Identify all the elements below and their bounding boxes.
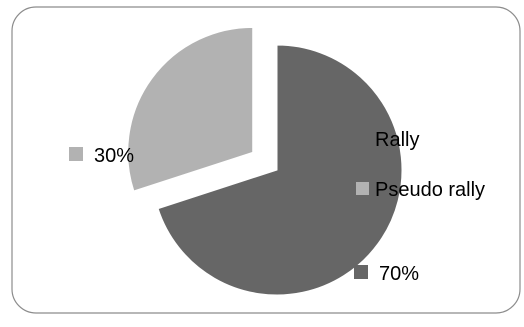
pie-chart: 70% 30% Rally Pseudo rally — [11, 6, 521, 314]
pie-slice-pseudo-rally — [127, 26, 254, 192]
legend: Rally Pseudo rally — [356, 129, 485, 201]
pie-slices — [127, 26, 403, 296]
legend-label-pseudo-rally: Pseudo rally — [375, 179, 485, 201]
data-label-70: 70% — [354, 263, 419, 285]
legend-marker-pseudo-rally — [356, 182, 369, 195]
data-label-30-text: 30% — [94, 145, 134, 167]
legend-label-rally: Rally — [375, 129, 419, 151]
chart-border — [11, 6, 521, 314]
data-label-70-text: 70% — [379, 263, 419, 285]
data-label-70-marker — [354, 265, 368, 279]
chart-area: 70% 30% Rally Pseudo rally — [11, 6, 521, 316]
pie-slice-rally — [157, 44, 403, 296]
data-label-30-marker — [69, 147, 83, 161]
data-label-30: 30% — [69, 145, 134, 167]
